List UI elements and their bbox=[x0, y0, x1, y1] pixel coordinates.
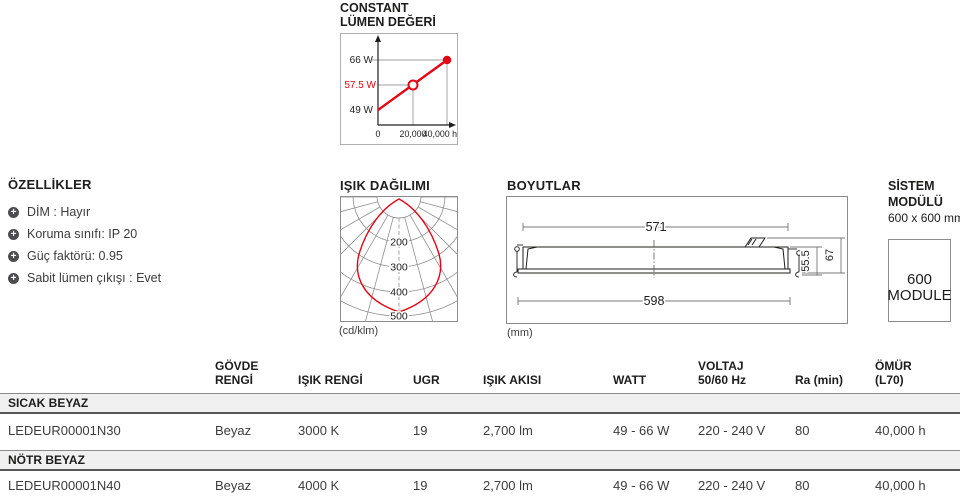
col-header-body-color: GÖVDE RENGİ bbox=[215, 359, 259, 387]
connector bbox=[744, 237, 766, 248]
spec-table: GÖVDE RENGİ IŞIK RENGİ UGR IŞIK AKISI WAT… bbox=[0, 352, 960, 496]
cell-ra: 80 bbox=[795, 477, 810, 493]
distribution-unit: (cd/klm) bbox=[339, 325, 379, 337]
x-label-0: 0 bbox=[376, 129, 381, 139]
features-title: ÖZELLİKLER bbox=[8, 177, 92, 192]
plus-circle-icon: + bbox=[8, 250, 19, 262]
group-band-neutral-white: NÖTR BEYAZ bbox=[0, 450, 960, 471]
dim-67: 67 bbox=[824, 249, 836, 261]
system-module-size: 600 x 600 mm bbox=[888, 211, 960, 225]
cell-light-color: 3000 K bbox=[298, 423, 340, 438]
plus-circle-icon: + bbox=[8, 272, 19, 284]
feature-text: Güç faktörü: 0.95 bbox=[27, 249, 123, 263]
module-box: 600 MODULE bbox=[887, 239, 952, 322]
system-module-title: SİSTEM bbox=[888, 179, 935, 193]
ring-label-300: 300 bbox=[390, 262, 408, 274]
y-label-57-5w: 57.5 W bbox=[344, 80, 376, 91]
dim-598: 598 bbox=[644, 294, 665, 308]
col-header-life: ÖMÜR (L70) bbox=[875, 359, 912, 387]
col-header-ra: Ra (min) bbox=[795, 373, 843, 387]
cell-ra: 80 bbox=[795, 423, 810, 438]
system-module-section: SİSTEM MODÜLÜ 600 x 600 mm bbox=[888, 179, 960, 225]
constant-lumen-title: CONSTANT LÜMEN DEĞERİ bbox=[340, 1, 436, 29]
midpoint-marker bbox=[407, 79, 419, 91]
col-header-voltage: VOLTAJ 50/60 Hz bbox=[698, 359, 747, 387]
feature-text: DİM : Hayır bbox=[27, 205, 91, 219]
x-label-20000: 20,000 bbox=[400, 129, 427, 139]
cell-life: 40,000 h bbox=[875, 477, 926, 493]
dimensions-unit: (mm) bbox=[507, 327, 533, 339]
constant-lumen-chart: 66 W 57.5 W 49 W 0 20,000 40,000 h bbox=[340, 33, 458, 145]
cell-ugr: 19 bbox=[413, 477, 428, 493]
table-header-row: GÖVDE RENGİ IŞIK RENGİ UGR IŞIK AKISI WAT… bbox=[0, 352, 960, 390]
table-row: LEDEUR00001N30 Beyaz 3000 K 19 2,700 lm … bbox=[0, 414, 960, 447]
y-label-66w: 66 W bbox=[350, 55, 374, 66]
mounting-brackets bbox=[513, 244, 802, 278]
cell-ugr: 19 bbox=[413, 423, 428, 438]
col-header-ugr: UGR bbox=[413, 373, 440, 387]
cell-body-color: Beyaz bbox=[215, 423, 252, 438]
dimensions-drawing: 571 598 55.5 67 bbox=[506, 196, 848, 324]
polar-grid bbox=[340, 196, 458, 322]
feature-item: + DİM : Hayır bbox=[8, 201, 328, 223]
col-header-light-color: IŞIK RENGİ bbox=[298, 373, 363, 387]
x-label-40000h: 40,000 h bbox=[423, 129, 457, 139]
cell-life: 40,000 h bbox=[875, 423, 926, 438]
cell-watt: 49 - 66 W bbox=[613, 477, 670, 493]
col-header-code bbox=[0, 387, 215, 390]
plus-circle-icon: + bbox=[8, 228, 19, 240]
ring-label-400: 400 bbox=[390, 287, 408, 299]
cell-body-color: Beyaz bbox=[215, 477, 252, 493]
cell-code: LEDEUR00001N40 bbox=[8, 477, 121, 493]
table-row: LEDEUR00001N40 Beyaz 4000 K 19 2,700 lm … bbox=[0, 471, 960, 496]
dimensions-title: BOYUTLAR bbox=[507, 178, 581, 193]
feature-item: + Güç faktörü: 0.95 bbox=[8, 245, 328, 267]
cell-voltage: 220 - 240 V bbox=[698, 477, 766, 493]
endpoint-marker bbox=[442, 55, 452, 65]
cell-flux: 2,700 lm bbox=[483, 423, 533, 438]
feature-item: + Koruma sınıfı: IP 20 bbox=[8, 223, 328, 245]
dimension-lines bbox=[517, 223, 845, 305]
feature-text: Koruma sınıfı: IP 20 bbox=[27, 227, 138, 241]
cell-voltage: 220 - 240 V bbox=[698, 423, 766, 438]
feature-item: + Sabit lümen çıkışı : Evet bbox=[8, 267, 328, 289]
group-band-warm-white: SICAK BEYAZ bbox=[0, 393, 960, 414]
intensity-curve bbox=[356, 198, 442, 313]
cell-watt: 49 - 66 W bbox=[613, 423, 670, 438]
y-label-49w: 49 W bbox=[350, 105, 374, 116]
ring-label-200: 200 bbox=[390, 237, 408, 249]
cell-light-color: 4000 K bbox=[298, 477, 340, 493]
plus-circle-icon: + bbox=[8, 206, 19, 218]
cell-flux: 2,700 lm bbox=[483, 477, 533, 493]
distribution-title: IŞIK DAĞILIMI bbox=[340, 178, 430, 193]
ring-label-500: 500 bbox=[390, 311, 408, 323]
col-header-flux: IŞIK AKISI bbox=[483, 373, 542, 387]
light-distribution-diagram: 200 300 400 500 bbox=[340, 196, 458, 322]
dim-55-5: 55.5 bbox=[800, 250, 812, 271]
feature-text: Sabit lümen çıkışı : Evet bbox=[27, 271, 162, 285]
cell-code: LEDEUR00001N30 bbox=[8, 423, 121, 438]
col-header-watt: WATT bbox=[613, 373, 647, 387]
features-section: ÖZELLİKLER + DİM : Hayır + Koruma sınıfı… bbox=[8, 177, 328, 289]
dim-571: 571 bbox=[646, 220, 667, 234]
